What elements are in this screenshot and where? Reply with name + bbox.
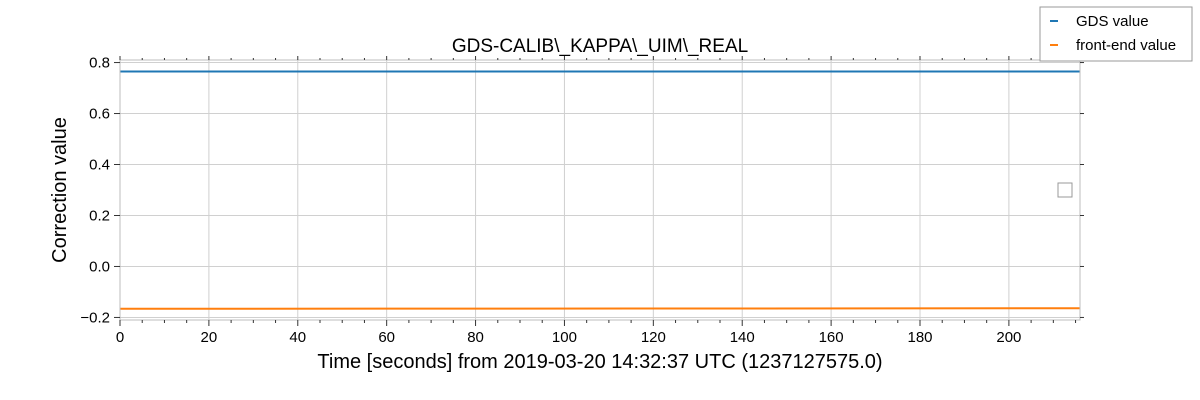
y-tick-label: 0.8 (89, 55, 110, 72)
x-tick-label: 40 (289, 329, 306, 346)
y-axis-title: Correction value (49, 117, 71, 263)
series-line (119, 307, 1081, 310)
x-tick-label: 180 (907, 329, 932, 346)
plot-area-frame (119, 59, 1081, 321)
x-tick-label: 20 (201, 329, 218, 346)
chart-title: GDS-CALIB\_KAPPA\_UIM\_REAL (452, 36, 748, 57)
grid (119, 60, 1080, 320)
legend-label: GDS value (1076, 13, 1149, 30)
series-lines (119, 70, 1081, 310)
x-tick-label: 120 (641, 329, 666, 346)
legend: GDS value front-end value (1039, 6, 1193, 62)
y-tick-label: −0.2 (80, 309, 110, 326)
y-tick-label: 0.0 (89, 258, 110, 275)
x-axis-title: Time [seconds] from 2019-03-20 14:32:37 … (317, 351, 882, 373)
empty-legend-box (1057, 182, 1073, 198)
y-tick-label: 0.4 (89, 157, 110, 174)
x-tick-label: 80 (467, 329, 484, 346)
legend-label: front-end value (1076, 37, 1176, 54)
x-tick-label: 0 (116, 329, 124, 346)
x-tick-label: 140 (730, 329, 755, 346)
legend-frame (1039, 6, 1193, 62)
axis-ticks: 0 20 40 60 80 100 120 140 160 180 200 −0.2 0.0 0.2 0.4… (80, 55, 1084, 346)
x-tick-label: 200 (996, 329, 1021, 346)
y-tick-label: 0.6 (89, 106, 110, 123)
x-tick-label: 60 (378, 329, 395, 346)
x-tick-label: 160 (819, 329, 844, 346)
x-tick-label: 100 (552, 329, 577, 346)
y-tick-label: 0.2 (89, 207, 110, 224)
